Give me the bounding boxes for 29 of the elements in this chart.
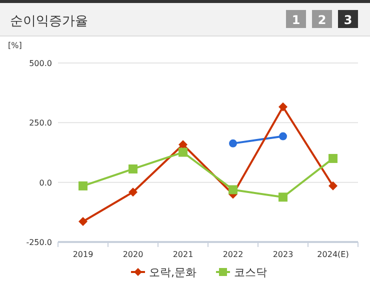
point	[178, 148, 188, 157]
x-tick-label: 2024(E)	[317, 250, 349, 259]
point	[278, 102, 288, 112]
legend-label: 코스닥	[234, 266, 267, 279]
x-tick-label: 2023	[272, 250, 294, 259]
point	[78, 181, 88, 190]
point	[228, 185, 238, 194]
x-tick-label: 2019	[72, 250, 94, 259]
point	[78, 216, 88, 226]
point	[328, 181, 338, 190]
point	[229, 139, 237, 148]
y-tick-label: 500.0	[29, 59, 52, 68]
point	[328, 154, 338, 163]
point	[128, 188, 138, 197]
legend-label: 오락,문화	[149, 266, 196, 279]
point	[279, 132, 287, 140]
y-tick-label: 250.0	[29, 118, 52, 128]
point	[128, 164, 138, 174]
point	[278, 192, 288, 202]
chart-title: 순이익증가율	[10, 14, 88, 29]
x-tick-label: 2020	[122, 250, 144, 259]
y-axis-title: [%]	[8, 41, 22, 50]
x-tick-label: 2022	[222, 250, 244, 259]
button: 3	[338, 10, 358, 28]
x-tick-label: 2021	[172, 250, 194, 259]
button: 2	[312, 10, 332, 28]
y-tick-label: -250.0	[26, 238, 52, 247]
y-tick-label: 0.0	[39, 178, 52, 188]
button: 1	[286, 10, 306, 28]
